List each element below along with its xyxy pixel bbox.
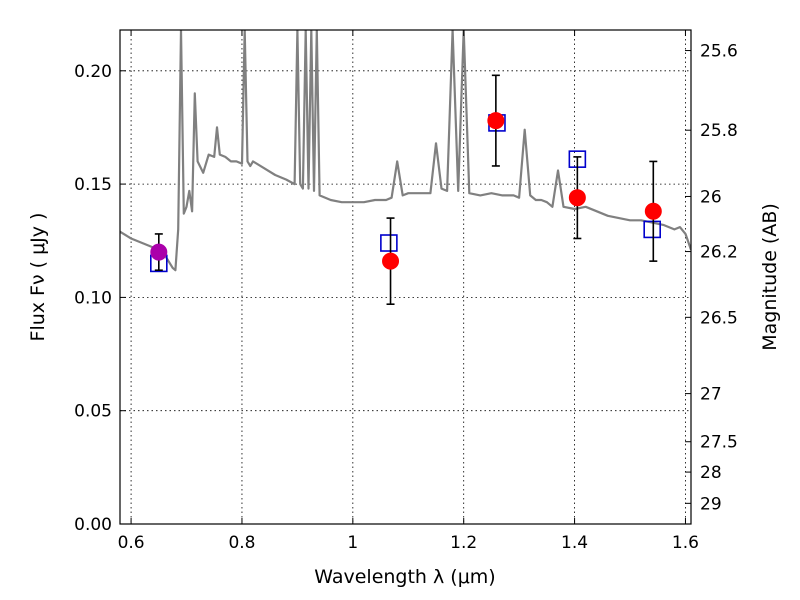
tick-labels: 0.6 0.8 1 1.2 1.4 1.6 0.00 0.05 0.10 0.15 0.20 25.6… [74,42,738,553]
mag-tick-label: 25.8 [700,121,738,141]
x-tick-label: 0.8 [228,533,255,553]
observed-data-point [487,112,505,130]
y-tick-label: 0.15 [74,175,112,195]
x-tick-label: 1.4 [561,533,588,553]
y-tick-label: 0.20 [74,62,112,82]
mag-tick-label: 25.6 [700,42,738,62]
plot-frame [119,29,692,525]
mag-tick-label: 26 [700,187,722,207]
mag-tick-label: 28 [700,463,722,483]
x-tick-label: 1.2 [450,533,477,553]
y2-axis-label: Magnitude (AB) [759,203,781,351]
observed-data-point [644,202,662,220]
mag-tick-label: 26.5 [700,308,738,328]
observed-data-point [382,252,400,270]
y-axis-label: Flux Fν ( μJy ) [27,213,49,342]
optical-data-point [150,243,168,261]
x-tick-label: 1 [347,533,358,553]
y-tick-label: 0.05 [74,402,112,422]
y-tick-label: 0.10 [74,288,112,308]
x-tick-label: 1.6 [672,533,699,553]
mag-tick-label: 27.5 [700,433,738,453]
grid-lines [120,30,691,525]
model-photometry-square [380,234,398,252]
plot-area [120,30,691,272]
x-axis-label: Wavelength λ (μm) [314,566,495,588]
mag-tick-label: 29 [700,494,722,514]
observed-data-point [568,189,586,207]
mag-tick-label: 27 [700,385,722,405]
mag-tick-label: 26.2 [700,243,738,263]
x-tick-label: 0.6 [118,533,145,553]
model-photometry-square [643,220,661,239]
data-markers [150,74,662,305]
axis-ticks [120,30,691,525]
y-tick-label: 0.00 [74,515,112,535]
model-spectrum-line [120,30,691,272]
